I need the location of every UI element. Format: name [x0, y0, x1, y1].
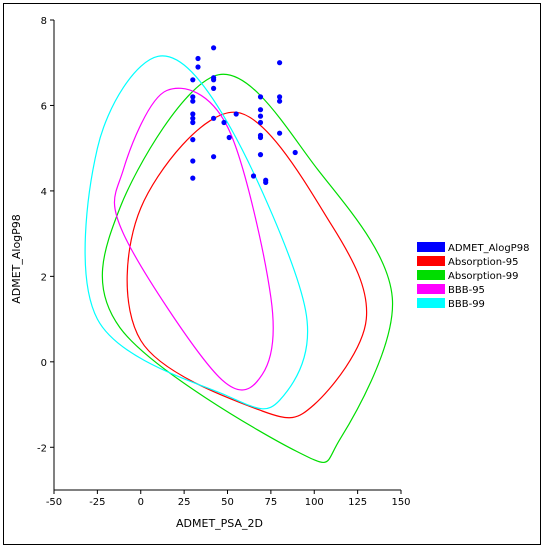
- legend-label: BBB-95: [448, 285, 485, 296]
- data-point: [211, 85, 217, 91]
- x-tick-label: 0: [138, 497, 144, 508]
- data-point: [233, 111, 239, 117]
- x-tick-label: -25: [89, 497, 105, 508]
- legend-label: BBB-99: [448, 299, 485, 310]
- data-point: [190, 94, 196, 100]
- data-point: [211, 77, 217, 83]
- x-tick-label: 100: [305, 497, 324, 508]
- legend-swatch: [417, 242, 445, 252]
- y-tick-label: 6: [41, 101, 47, 112]
- y-tick-label: 0: [41, 358, 47, 369]
- data-point: [190, 115, 196, 121]
- data-point: [257, 152, 264, 158]
- data-point: [190, 111, 196, 117]
- confidence-ellipses: [84, 55, 394, 464]
- scatter-chart: -50 -25 0 25 50 75 100 125 150 -2 0 2 4 6 8 ADMET_PSA…: [10, 16, 529, 530]
- data-point: [277, 94, 283, 100]
- x-tick-label: 50: [221, 497, 234, 508]
- x-tick-label: 25: [178, 497, 191, 508]
- axes: -50 -25 0 25 50 75 100 125 150 -2 0 2 4 6 8: [37, 16, 411, 508]
- data-point: [190, 119, 196, 126]
- data-point: [277, 98, 283, 104]
- legend: ADMET_AlogP98 Absorption-95 Absorption-99 B…: [417, 242, 529, 310]
- data-point: [226, 134, 232, 141]
- data-point: [257, 94, 264, 100]
- data-point: [190, 77, 196, 83]
- data-point: [221, 119, 227, 126]
- data-point: [257, 134, 264, 141]
- data-point: [190, 158, 196, 164]
- y-ticks: -2 0 2 4 6 8: [37, 16, 54, 454]
- legend-label: Absorption-95: [448, 257, 518, 268]
- data-point: [263, 179, 269, 185]
- x-tick-label: 75: [265, 497, 278, 508]
- data-point: [250, 173, 257, 179]
- data-point: [195, 55, 201, 62]
- data-point: [195, 64, 201, 70]
- legend-swatch: [417, 298, 445, 308]
- legend-swatch: [417, 284, 445, 294]
- y-tick-label: 4: [41, 187, 47, 198]
- x-ticks: -50 -25 0 25 50 75 100 125 150: [46, 490, 411, 508]
- data-point: [211, 115, 217, 121]
- data-point: [190, 175, 196, 181]
- ellipse-bbb-99: [84, 55, 309, 410]
- x-tick-label: -50: [46, 497, 62, 508]
- x-axis-label: ADMET_PSA_2D: [176, 517, 263, 530]
- y-axis-label: ADMET_AlogP98: [10, 214, 23, 304]
- chart-frame: -50 -25 0 25 50 75 100 125 150 -2 0 2 4 6 8 ADMET_PSA…: [3, 3, 541, 545]
- legend-swatch: [417, 270, 445, 280]
- data-point: [292, 149, 298, 156]
- data-points: [190, 45, 298, 185]
- legend-swatch: [417, 256, 445, 266]
- data-point: [257, 119, 264, 126]
- x-tick-label: 150: [391, 497, 410, 508]
- data-point: [257, 113, 264, 119]
- data-point: [277, 60, 283, 66]
- data-point: [257, 107, 264, 113]
- data-point: [211, 45, 217, 51]
- y-tick-label: 8: [41, 16, 47, 27]
- x-tick-label: 125: [348, 497, 367, 508]
- legend-label: Absorption-99: [448, 271, 518, 282]
- data-point: [211, 154, 217, 160]
- y-tick-label: -2: [37, 443, 47, 454]
- ellipse-absorption-99: [101, 73, 394, 464]
- legend-label: ADMET_AlogP98: [448, 243, 529, 254]
- data-point: [190, 98, 196, 104]
- y-tick-label: 2: [41, 272, 47, 283]
- ellipse-bbb-95: [113, 87, 274, 391]
- data-point: [190, 137, 196, 143]
- data-point: [277, 130, 283, 136]
